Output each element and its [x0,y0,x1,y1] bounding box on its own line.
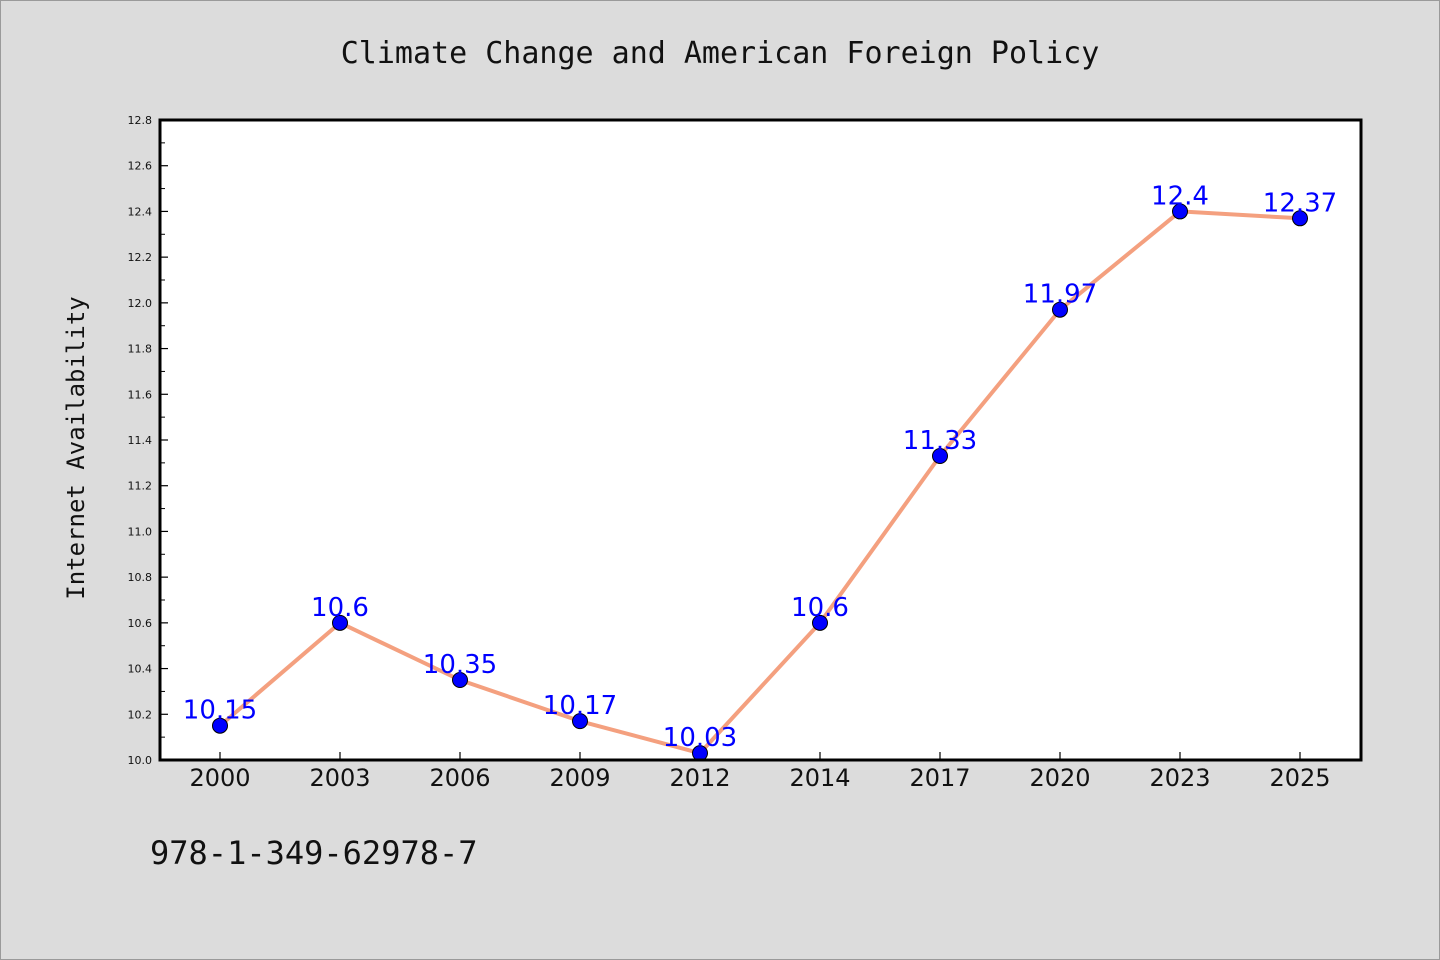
series-line [218,209,1301,756]
data-label: 10.17 [543,691,617,721]
y-tick-label: 10.6 [128,617,153,630]
y-tick-label: 10.2 [128,708,153,721]
data-point [332,614,348,631]
y-tick-label: 11.8 [128,343,153,356]
x-tick-label: 2014 [789,764,850,792]
x-tick-label: 2025 [1269,764,1330,792]
data-point [932,448,948,464]
x-tick-label: 2023 [1149,764,1210,792]
x-tick-label: 2009 [549,764,610,792]
y-tick-label: 12.0 [128,297,153,310]
series-group [212,203,1308,762]
data-label: 12.37 [1263,188,1337,218]
y-tick-label: 11.4 [128,434,153,447]
data-point [812,614,828,631]
data-label: 12.4 [1151,181,1209,211]
x-tick-label: 2003 [309,764,370,792]
data-point [452,672,468,688]
x-tick-label: 2006 [429,764,490,792]
y-tick-label: 12.4 [128,205,153,218]
data-label: 10.6 [311,593,369,623]
chart-title: Climate Change and American Foreign Poli… [341,36,1100,71]
y-tick-label: 12.2 [128,251,153,264]
data-label: 10.35 [423,650,497,680]
x-tick-label: 2012 [669,764,730,792]
data-point [572,713,588,730]
data-label: 11.33 [903,426,977,456]
x-tick-label: 2017 [909,764,970,792]
y-tick-label: 11.0 [128,525,153,538]
data-label: 10.15 [183,696,257,726]
y-axis-label: Internet Availability [62,296,90,599]
plot-border [158,118,1363,762]
data-label: 10.6 [791,593,849,623]
x-tick-label: 2000 [189,764,250,792]
isbn-footer: 978-1-349-62978-7 [150,834,478,872]
y-tick-label: 10.4 [128,663,153,676]
x-axis-ticks: 2000 2003 2006 2009 2012 2014 2017 2020 2023 2025 [189,752,1331,792]
data-label-group: 10.15 10.6 10.35 10.17 10.03 10.6 11.33 11.97 12… [183,181,1337,753]
data-point [212,717,228,734]
y-tick-label: 10.8 [128,571,153,584]
data-point [1052,301,1068,318]
x-tick-label: 2020 [1029,764,1090,792]
data-label: 11.97 [1023,280,1097,310]
y-axis-ticks: 10.0 10.2 10.4 10.6 10.8 11.0 11.2 11.4 11.6 11.8… [128,114,168,767]
y-tick-label: 10.0 [128,754,153,767]
y-tick-label: 11.6 [128,388,153,401]
y-tick-label: 12.6 [128,160,153,173]
y-tick-label: 12.8 [128,114,153,127]
data-point [1172,203,1188,220]
y-tick-label: 11.2 [128,480,153,493]
data-label: 10.03 [663,723,737,753]
data-point [1292,210,1308,227]
